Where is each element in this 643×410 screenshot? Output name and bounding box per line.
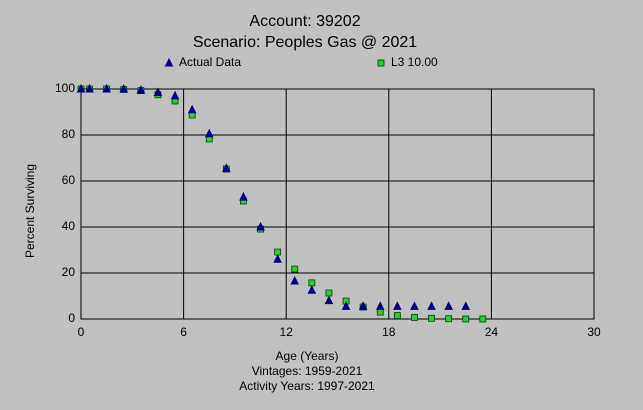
x-axis-label: Age (Years): [276, 349, 339, 363]
y-tick-label: 20: [62, 265, 76, 279]
data-point: [393, 312, 401, 319]
y-tick-label: 100: [55, 81, 75, 95]
data-point: [428, 314, 435, 322]
legend-label: L3 10.00: [391, 55, 438, 69]
data-point: [427, 301, 436, 310]
data-point: [76, 83, 86, 93]
legend-label: Actual Data: [179, 55, 241, 69]
x-tick-label: 6: [180, 325, 187, 339]
footnote: Vintages: 1959-2021: [252, 364, 363, 378]
data-point: [273, 254, 282, 263]
legend-marker: [164, 57, 174, 67]
x-tick-label: 0: [78, 325, 85, 339]
data-point: [153, 87, 163, 96]
data-point: [375, 301, 385, 310]
plot-border: [80, 88, 595, 320]
data-point: [445, 315, 453, 323]
data-point: [187, 104, 197, 114]
data-point: [102, 83, 111, 93]
data-point: [358, 301, 368, 310]
data-point: [376, 308, 384, 316]
data-point: [136, 85, 146, 94]
data-point: [341, 301, 351, 310]
x-tick-label: 24: [485, 325, 499, 339]
legend-marker: [377, 59, 385, 67]
data-point: [324, 295, 334, 305]
data-point: [239, 191, 248, 201]
data-point: [290, 275, 300, 285]
data-point: [256, 221, 265, 231]
data-point: [479, 315, 487, 323]
data-point: [410, 301, 419, 310]
y-axis-label: Percent Surviving: [23, 164, 37, 258]
y-tick-label: 80: [62, 127, 76, 141]
footnote: Activity Years: 1997-2021: [239, 379, 375, 393]
x-tick-label: 18: [382, 325, 396, 339]
y-tick-label: 60: [62, 173, 76, 187]
data-point: [291, 265, 299, 273]
y-tick-label: 0: [68, 311, 75, 325]
data-point: [462, 315, 470, 323]
data-point: [393, 301, 402, 310]
x-tick-label: 12: [280, 325, 294, 339]
data-point: [85, 83, 94, 93]
data-point: [461, 301, 471, 310]
data-point: [308, 279, 316, 287]
data-point: [325, 289, 333, 297]
data-point: [222, 163, 231, 172]
data-point: [411, 313, 418, 321]
x-tick-label: 30: [587, 325, 601, 339]
data-point: [444, 301, 453, 310]
data-point: [307, 285, 317, 294]
data-point: [119, 83, 129, 93]
y-tick-label: 40: [62, 219, 76, 233]
data-point: [204, 128, 214, 138]
chart-title: Account: 39202: [249, 13, 360, 30]
chart-subtitle: Scenario: Peoples Gas @ 2021: [193, 34, 417, 51]
data-point: [170, 90, 180, 100]
